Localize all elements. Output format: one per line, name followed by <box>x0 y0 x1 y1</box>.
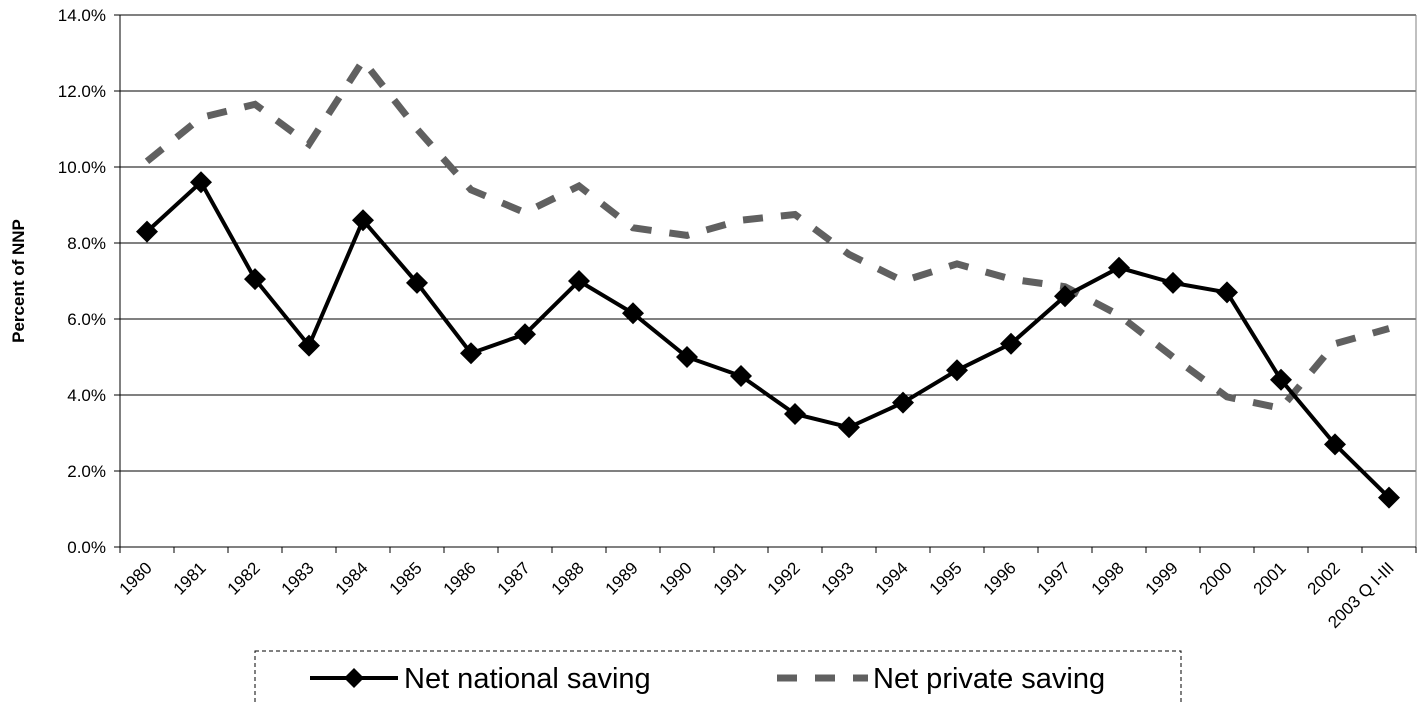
y-tick-label: 6.0% <box>67 310 106 329</box>
y-tick-labels: 0.0% 2.0% 4.0% 6.0% 8.0% 10.0% 12.0% 14.0% <box>58 6 106 557</box>
y-tick-label: 8.0% <box>67 234 106 253</box>
x-tick-label: 1990 <box>656 558 696 598</box>
data-point-marker <box>568 270 590 292</box>
x-tick-label: 1991 <box>710 558 750 598</box>
data-point-marker <box>622 302 644 325</box>
series-layer <box>136 54 1400 509</box>
data-point-marker <box>1378 486 1400 509</box>
legend-marker-national <box>344 668 364 688</box>
data-point-marker <box>1108 256 1130 279</box>
x-tick-label: 1986 <box>440 558 480 598</box>
x-tick-label: 1988 <box>548 558 588 598</box>
x-tick-label: 1998 <box>1088 558 1128 598</box>
x-tick-label: 1981 <box>170 558 210 598</box>
data-point-marker <box>784 403 806 425</box>
y-tick-label: 2.0% <box>67 462 106 481</box>
data-point-marker <box>352 209 374 232</box>
x-tick-label: 1980 <box>116 558 156 598</box>
data-point-marker <box>730 365 752 387</box>
data-point-marker <box>838 416 860 439</box>
x-tick-label: 1982 <box>224 558 264 598</box>
legend-label-national: Net national saving <box>404 663 651 695</box>
data-point-marker <box>946 359 968 382</box>
series-line-private <box>144 54 1390 413</box>
data-point-marker <box>1270 368 1292 391</box>
y-tick-label: 0.0% <box>67 538 106 557</box>
x-tick-label: 1983 <box>278 558 318 598</box>
data-point-marker <box>1162 271 1184 294</box>
y-tick-label: 14.0% <box>58 6 106 25</box>
data-point-marker <box>1324 433 1346 456</box>
data-point-marker <box>136 220 158 243</box>
x-tick-label: 1987 <box>494 558 534 598</box>
data-point-marker <box>1216 281 1238 304</box>
x-tick-label: 1985 <box>386 558 426 598</box>
data-point-marker <box>892 391 914 414</box>
x-tick-label: 2000 <box>1196 558 1236 598</box>
x-tick-label: 2002 <box>1304 558 1344 598</box>
x-tick-label: 1995 <box>926 558 966 598</box>
y-tick-label: 10.0% <box>58 158 106 177</box>
axes <box>114 14 1417 553</box>
series-0 <box>136 171 1400 509</box>
x-tick-labels: 1980 1981 1982 1983 1984 1985 1986 1987 1988 1989… <box>116 558 1398 632</box>
data-point-marker <box>406 271 428 294</box>
data-point-marker <box>460 342 482 365</box>
data-point-marker <box>190 171 212 194</box>
x-tick-label: 1997 <box>1034 558 1074 598</box>
data-point-marker <box>1000 332 1022 355</box>
data-point-marker <box>298 334 320 357</box>
x-tick-label: 1984 <box>332 558 372 598</box>
x-tick-label: 1994 <box>872 558 912 598</box>
data-point-marker <box>514 323 536 346</box>
gridlines <box>120 14 1416 472</box>
x-tick-label: 1993 <box>818 558 858 598</box>
y-tick-label: 12.0% <box>58 82 106 101</box>
legend: Net national saving Net private saving <box>254 650 1182 702</box>
y-axis-label: Percent of NNP <box>9 219 28 343</box>
legend-box <box>254 650 1182 702</box>
x-tick-label: 1989 <box>602 558 642 598</box>
x-tick-label: 1992 <box>764 558 804 598</box>
x-tick-label: 1996 <box>980 558 1020 598</box>
data-point-marker <box>676 346 698 368</box>
data-point-marker <box>244 268 266 291</box>
x-tick-label: 2001 <box>1250 558 1290 598</box>
y-tick-label: 4.0% <box>67 386 106 405</box>
x-tick-label: 1999 <box>1142 558 1182 598</box>
series-1 <box>144 54 1390 413</box>
legend-label-private: Net private saving <box>873 663 1105 695</box>
data-point-marker <box>1054 285 1076 308</box>
series-line-national <box>145 179 1391 500</box>
